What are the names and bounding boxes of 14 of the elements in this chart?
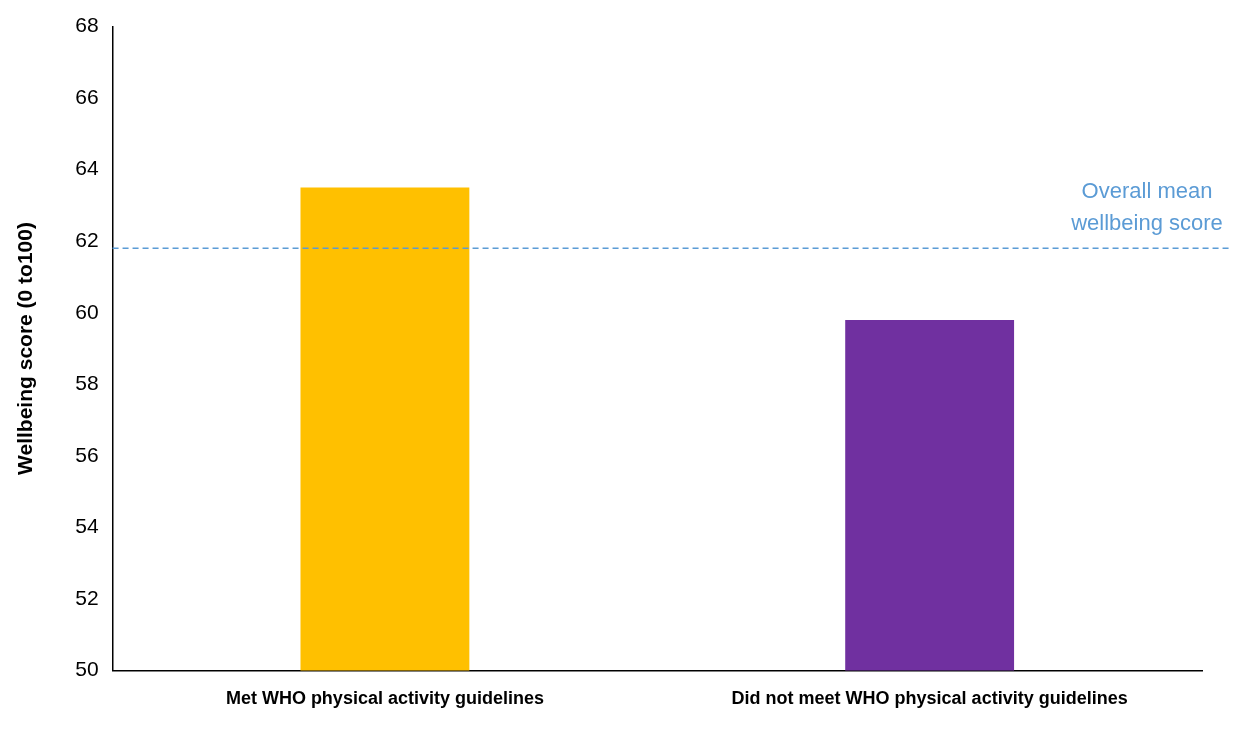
x-tick-label: Met WHO physical activity guidelines: [225, 688, 544, 709]
y-tick-label: 68: [75, 13, 99, 37]
y-tick-label: 50: [75, 657, 99, 681]
y-tick-label: 62: [75, 228, 99, 251]
y-tick-label: 60: [75, 299, 99, 323]
y-tick-label: 64: [75, 156, 99, 180]
y-tick-label: 56: [75, 442, 99, 466]
ref-line-label: Overall mean wellbeing score: [1070, 178, 1223, 236]
y-tick-label: 52: [75, 585, 99, 609]
y-tick-label: 58: [75, 371, 99, 395]
x-tick-label: Did not meet WHO physical activity guidelines: [731, 688, 1128, 709]
y-axis-title: Wellbeing score (0 to100): [13, 222, 37, 475]
y-tick-label: 54: [75, 514, 99, 538]
y-tick-label: 66: [75, 84, 99, 108]
